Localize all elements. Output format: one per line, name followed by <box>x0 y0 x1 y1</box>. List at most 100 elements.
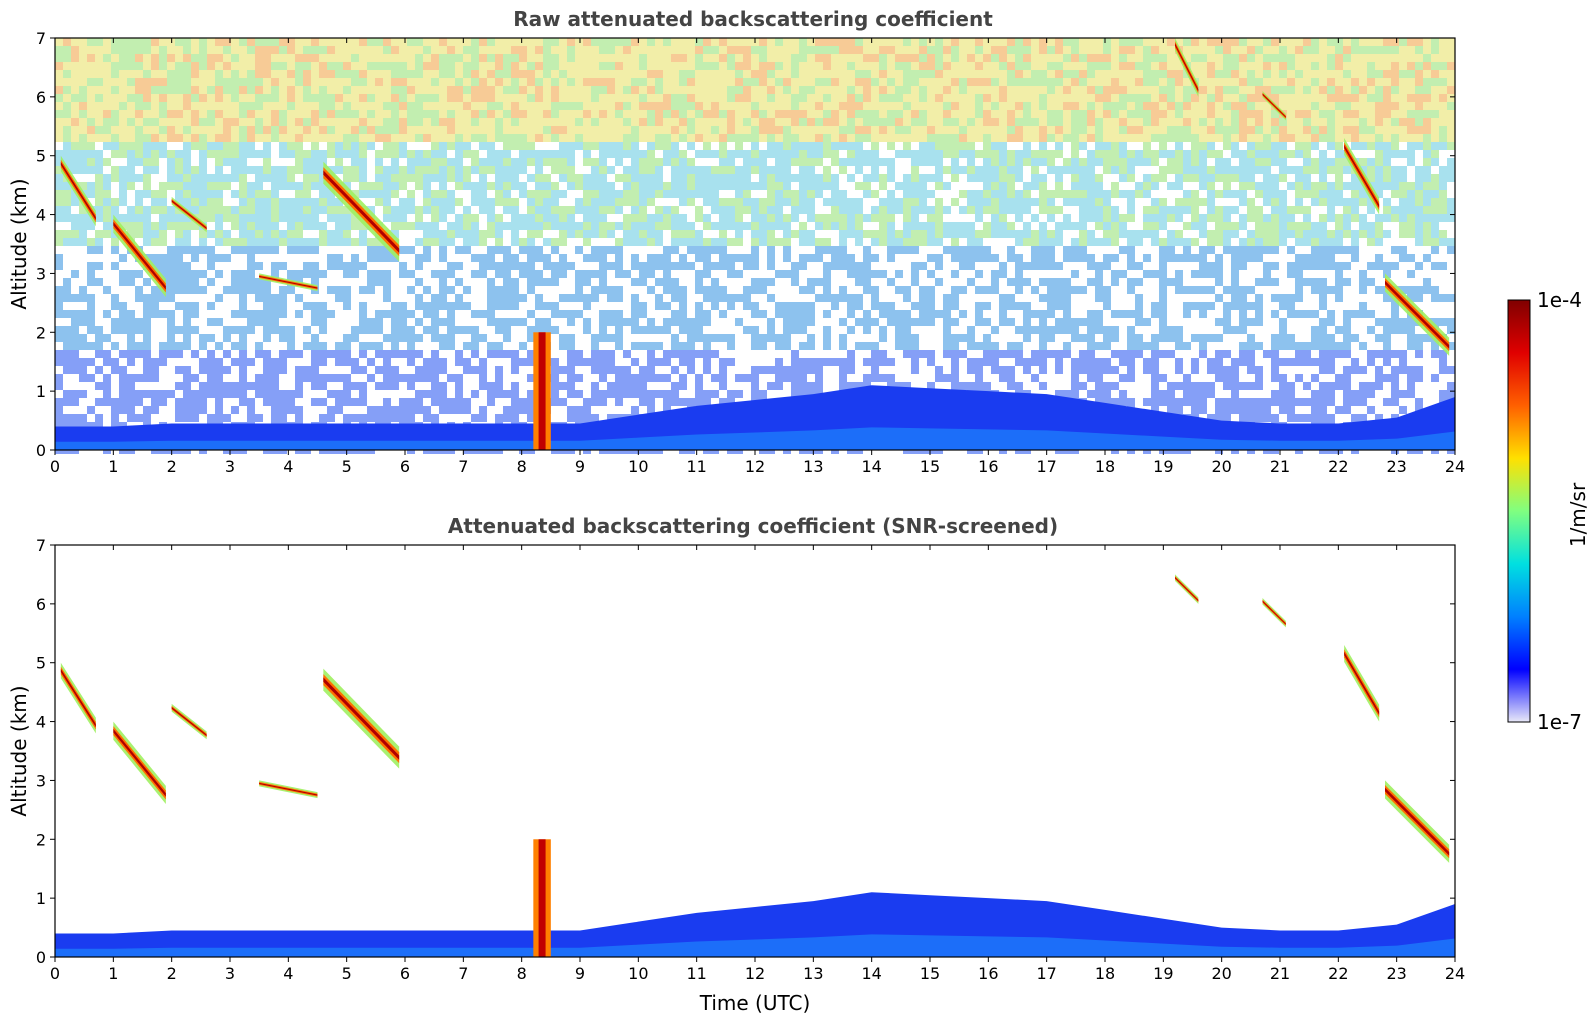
x-tick-label: 6 <box>400 964 410 983</box>
y-tick-label: 3 <box>36 264 46 283</box>
x-tick-label: 15 <box>920 964 940 983</box>
cloud-layer <box>113 721 166 804</box>
x-tick-label: 11 <box>686 964 706 983</box>
x-axis: 0 1 2 3 4 5 6 7 8 9 10 11 12 13 14 15 16 17 18 19 20 21 22 23 24 <box>50 38 1465 476</box>
x-tick-label: 3 <box>225 457 235 476</box>
x-tick-label: 17 <box>1036 457 1056 476</box>
x-tick-label: 14 <box>861 964 881 983</box>
x-tick-label: 9 <box>575 964 585 983</box>
x-tick-label: 2 <box>167 964 177 983</box>
panel-title: Raw attenuated backscattering coefficien… <box>513 7 993 31</box>
x-tick-label: 18 <box>1095 457 1115 476</box>
x-tick-label: 1 <box>108 457 118 476</box>
x-tick-label: 4 <box>283 457 293 476</box>
panel-title: Attenuated backscattering coefficient (S… <box>448 514 1058 538</box>
x-tick-label: 14 <box>861 457 881 476</box>
x-tick-label: 7 <box>458 457 468 476</box>
x-tick-label: 3 <box>225 964 235 983</box>
axes-frame <box>54 544 1456 958</box>
y-tick-label: 7 <box>36 29 46 48</box>
cloud-layer <box>171 703 207 740</box>
cloud-layer <box>1344 645 1380 722</box>
cloud-layer <box>60 155 96 227</box>
y-tick-label: 2 <box>36 830 46 849</box>
x-tick-label: 6 <box>400 457 410 476</box>
heatmap-area <box>55 574 1455 957</box>
colorbar-min-label: 1e-7 <box>1537 710 1582 734</box>
snr-screened-panel: Attenuated backscattering coefficient (S… <box>7 514 1465 1015</box>
x-axis: 0 1 2 3 4 5 6 7 8 9 10 11 12 13 14 15 16 17 18 19 20 21 22 23 24 <box>50 545 1465 983</box>
x-tick-label: 20 <box>1211 964 1231 983</box>
cloud-layer <box>259 780 318 799</box>
cloud-layer <box>1385 780 1450 863</box>
cloud-layer <box>1385 273 1450 356</box>
x-tick-label: 2 <box>167 457 177 476</box>
x-tick-label: 23 <box>1386 457 1406 476</box>
x-tick-label: 12 <box>745 457 765 476</box>
y-tick-label: 5 <box>36 654 46 673</box>
raw-backscatter-panel: Raw attenuated backscattering coefficien… <box>7 7 1465 476</box>
y-axis: 0 1 2 3 4 5 6 7 <box>36 29 1455 460</box>
boundary-layer-core <box>55 427 1455 450</box>
x-tick-label: 18 <box>1095 964 1115 983</box>
cloud-layer <box>259 273 318 292</box>
cloud-layer <box>60 662 96 734</box>
x-tick-label: 24 <box>1445 964 1465 983</box>
x-tick-label: 13 <box>803 457 823 476</box>
x-tick-label: 22 <box>1328 457 1348 476</box>
noise-background <box>55 38 1455 454</box>
x-tick-label: 24 <box>1445 457 1465 476</box>
x-tick-label: 8 <box>517 457 527 476</box>
x-tick-label: 20 <box>1211 457 1231 476</box>
y-tick-label: 3 <box>36 771 46 790</box>
y-tick-label: 2 <box>36 323 46 342</box>
x-tick-label: 22 <box>1328 964 1348 983</box>
colorbar-gradient <box>1507 299 1531 723</box>
x-tick-label: 0 <box>50 457 60 476</box>
x-tick-label: 0 <box>50 964 60 983</box>
x-tick-label: 17 <box>1036 964 1056 983</box>
precipitation-shaft <box>533 839 551 957</box>
y-tick-label: 1 <box>36 889 46 908</box>
boundary-layer-core <box>55 934 1455 957</box>
y-tick-label: 6 <box>36 88 46 107</box>
y-axis-label: Altitude (km) <box>7 178 31 309</box>
colorbar-unit-label: 1/m/sr <box>1566 482 1590 547</box>
cloud-layer <box>113 214 166 297</box>
x-tick-label: 16 <box>978 457 998 476</box>
x-axis-label: Time (UTC) <box>699 991 811 1015</box>
heatmap-area <box>55 38 1455 454</box>
y-tick-label: 4 <box>36 713 46 732</box>
y-tick-label: 4 <box>36 206 46 225</box>
precipitation-shaft <box>533 332 551 450</box>
cloud-layer <box>1262 597 1286 628</box>
y-tick-label: 5 <box>36 147 46 166</box>
x-tick-label: 4 <box>283 964 293 983</box>
cloud-layer <box>1262 90 1286 121</box>
y-tick-label: 7 <box>36 536 46 555</box>
cloud-layer <box>323 668 400 769</box>
x-tick-label: 7 <box>458 964 468 983</box>
cloud-layer <box>1175 38 1199 97</box>
x-tick-label: 9 <box>575 457 585 476</box>
y-axis: 0 1 2 3 4 5 6 7 <box>36 536 1455 967</box>
cloud-layer <box>1344 138 1380 215</box>
x-tick-label: 21 <box>1270 457 1290 476</box>
x-tick-label: 21 <box>1270 964 1290 983</box>
cloud-layer <box>323 161 400 262</box>
x-tick-label: 5 <box>342 457 352 476</box>
x-tick-label: 15 <box>920 457 940 476</box>
x-tick-label: 13 <box>803 964 823 983</box>
cloud-layer <box>171 196 207 233</box>
y-tick-label: 6 <box>36 595 46 614</box>
x-tick-label: 10 <box>628 964 648 983</box>
x-tick-label: 1 <box>108 964 118 983</box>
colorbar-max-label: 1e-4 <box>1537 288 1582 312</box>
y-tick-label: 0 <box>36 948 46 967</box>
x-tick-label: 19 <box>1153 964 1173 983</box>
x-tick-label: 12 <box>745 964 765 983</box>
x-tick-label: 11 <box>686 457 706 476</box>
x-tick-label: 23 <box>1386 964 1406 983</box>
x-tick-label: 10 <box>628 457 648 476</box>
